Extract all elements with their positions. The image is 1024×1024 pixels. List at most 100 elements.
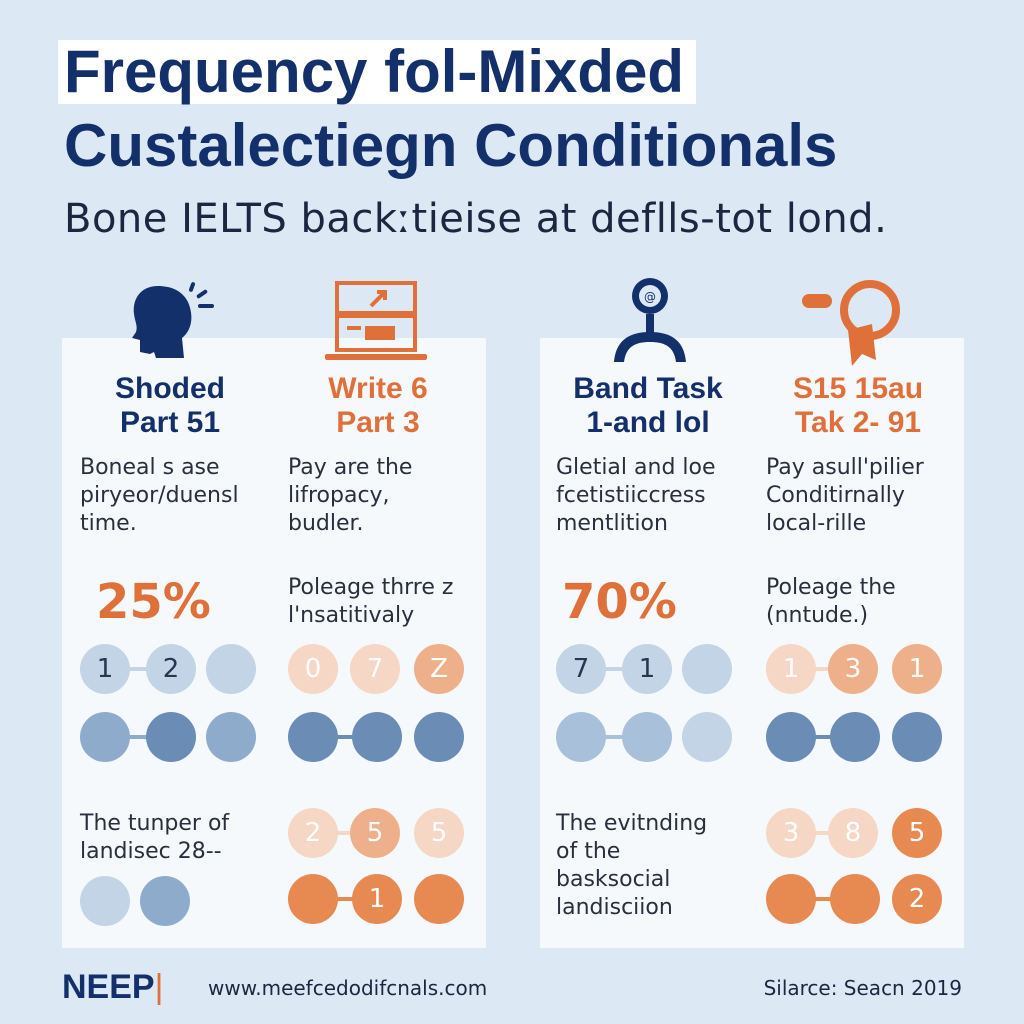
laptop-writing-icon [325,281,427,360]
dot [206,712,256,762]
dot [682,644,732,694]
dot: 0 [288,644,338,694]
left-panel [62,338,486,948]
column-description: Pay asull'pilier Conditirnally local-ril… [766,454,956,538]
dot: 1 [892,644,942,694]
desc-line: Pay are the [288,455,413,480]
dot-row [80,876,200,928]
title-line-1: Frequency fol-Mixded [58,40,697,104]
column-description: Boneal s ase piryeor/duensl time. [80,454,280,538]
dot: 5 [892,808,942,858]
dot: 7 [350,644,400,694]
column-heading-line-1: Shoded [115,372,225,405]
dot-row: 7 1 [556,644,736,696]
title-block: Frequency fol-Mixded Custalectiegn Condi… [58,40,978,180]
stat-percentage: 70% [562,574,677,630]
dot [622,712,672,762]
dot [766,712,816,762]
desc-line: piryeor/duensl [80,483,239,508]
award-badge-icon: @ [614,278,686,362]
dot-row [288,712,468,764]
dot-row: 2 [766,874,946,926]
footnote-text: The tunper of landisec 28-- [80,810,280,866]
dot [682,712,732,762]
dot: 5 [350,808,400,858]
footnote-line: of the [556,839,621,864]
desc-line: local-rille [766,511,867,536]
dot-row: 1 [288,874,468,926]
desc-line: lifropacy, [288,483,390,508]
subtitle: Bone IELTS backːtieise at deflls-tot lon… [64,196,888,242]
column-writing: Write 6 Part 3 [278,372,478,440]
dot: 8 [828,808,878,858]
footnote-line: The tunper of [80,811,230,836]
svg-text:@: @ [644,290,656,304]
dot [146,712,196,762]
column-description: Pay are the lifropacy, budler. [288,454,478,538]
dot: 3 [766,808,816,858]
dot-row: 2 5 5 [288,808,468,860]
dot-link [120,667,160,671]
dot-row [766,712,946,764]
dot: 2 [288,808,338,858]
dot [288,874,338,924]
source-note: Silarce: Seacn 2019 [763,976,962,1000]
logo-text: NEEP [62,968,155,1006]
stat-text: Poleage the (nntude.) [766,574,956,630]
stat-line: Poleage the [766,575,896,600]
dot-row: 1 2 [80,644,260,696]
column-heading-line-1: Band Task [573,372,723,405]
dot [556,712,606,762]
dot-row [556,712,736,764]
stat-percentage: 25% [96,574,211,630]
column-heading-line-1: S15 15au [792,372,924,405]
dot: 1 [352,874,402,924]
stat-line: Poleage thrre z [288,575,454,600]
dot: 5 [414,808,464,858]
column-band-task: Band Task 1-and lol [548,372,748,440]
desc-line: Conditirnally [766,483,905,508]
magnifier-icon [802,280,900,366]
dot [80,712,130,762]
dot: 1 [80,644,130,694]
dot-row [80,712,260,764]
dot [830,874,880,924]
footnote-line: basksocial [556,867,671,892]
stat-text: Poleage thrre z l'nsatitivaly [288,574,478,630]
dot-row: 1 3 1 [766,644,946,696]
dot [288,712,338,762]
dot [892,712,942,762]
desc-line: budler. [288,511,364,536]
footnote-text: The evitnding of the basksocial landisci… [556,810,756,922]
column-speaking: Shoded Part 51 [70,372,270,440]
footnote-line: landisciion [556,895,673,920]
dot: 1 [622,644,672,694]
column-task-2: S15 15au Tak 2- 91 [758,372,958,440]
dot-row: 3 8 5 [766,808,946,860]
dot [352,712,402,762]
dot-link [596,667,636,671]
column-heading-line-2: Tak 2- 91 [794,406,922,439]
website-url: www.meefcedodifcnals.com [208,976,488,1000]
dot [414,712,464,762]
desc-line: Boneal s ase [80,455,220,480]
desc-line: time. [80,511,137,536]
dot: Z [414,644,464,694]
desc-line: fcetistiiccress [556,483,706,508]
dot [830,712,880,762]
dot [140,876,190,926]
stat-line: l'nsatitivaly [288,603,415,628]
column-heading-line-1: Write 6 [328,372,428,405]
dot: 1 [766,644,816,694]
dot [80,876,130,926]
footnote-line: The evitnding [556,811,708,836]
brand-logo: NEEP| [62,968,163,1007]
desc-line: mentlition [556,511,668,536]
desc-line: Pay asull'pilier [766,455,924,480]
dot: 2 [146,644,196,694]
column-description: Gletial and loe fcetistiiccress mentliti… [556,454,756,538]
dot: 7 [556,644,606,694]
title-line-2: Custalectiegn Conditionals [64,112,838,179]
footnote-line: landisec 28-- [80,839,222,864]
dot: 3 [828,644,878,694]
